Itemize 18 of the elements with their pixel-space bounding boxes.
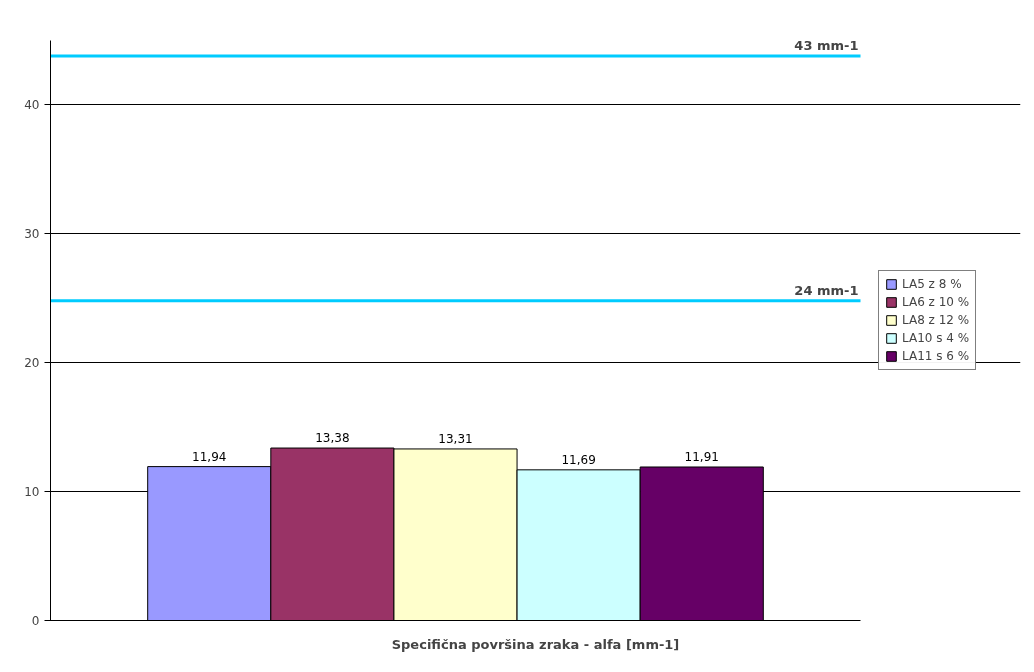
x-axis-title: Specifična površina zraka - alfa [mm-1] <box>391 636 680 652</box>
ref-line-label: 43 mm-1 <box>794 37 859 53</box>
data-label: 13,38 <box>315 431 350 446</box>
legend-label: LA11 s 6 % <box>902 349 970 363</box>
y-tick-label: 20 <box>24 356 40 371</box>
legend-label: LA8 z 12 % <box>902 313 970 327</box>
data-label: 11,91 <box>684 449 719 464</box>
legend-label: LA6 z 10 % <box>902 295 970 309</box>
data-label: 11,94 <box>192 449 227 464</box>
data-label: 13,31 <box>438 431 473 446</box>
y-tick-label: 10 <box>24 485 40 500</box>
y-tick-label: 30 <box>24 227 40 242</box>
legend-label: LA5 z 8 % <box>902 277 962 291</box>
y-tick-label: 0 <box>31 614 40 628</box>
ref-line-label: 24 mm-1 <box>794 282 859 298</box>
y-tick-label: 40 <box>24 98 40 113</box>
legend-label: LA10 s 4 % <box>902 331 970 345</box>
data-label: 11,69 <box>561 452 596 467</box>
